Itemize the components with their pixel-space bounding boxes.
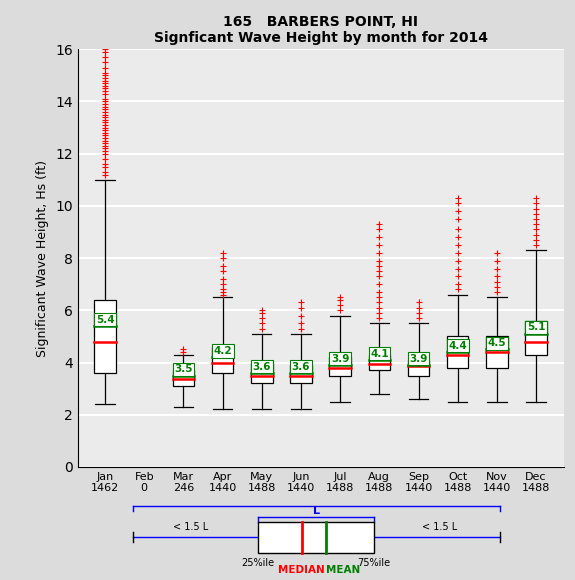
Text: 5.4: 5.4 [96,315,114,325]
Text: 4.2: 4.2 [213,346,232,356]
Text: 4.1: 4.1 [370,349,389,358]
Text: < 1.5 L: < 1.5 L [173,521,208,531]
Y-axis label: Significant Wave Height, Hs (ft): Significant Wave Height, Hs (ft) [36,160,49,357]
Bar [526,321,547,354]
Bar [94,300,116,373]
Text: < 1.5 L: < 1.5 L [422,521,457,531]
Text: 3.9: 3.9 [331,354,350,364]
Bar [290,365,312,383]
Bar [258,522,374,553]
Bar [172,370,194,386]
Text: MEDIAN: MEDIAN [278,566,325,575]
Text: 3.5: 3.5 [174,364,193,374]
Text: 3.6: 3.6 [292,362,310,372]
Bar [486,336,508,368]
Text: 4.4: 4.4 [448,341,467,351]
Text: L: L [313,506,320,516]
Text: 3.9: 3.9 [409,354,428,364]
Text: 25%ile: 25%ile [242,558,275,568]
Bar [408,360,430,376]
Text: 3.6: 3.6 [252,362,271,372]
Text: 4.5: 4.5 [488,338,507,348]
Bar [447,336,469,368]
Text: 75%ile: 75%ile [358,558,391,568]
Bar [369,354,390,370]
Title: 165   BARBERS POINT, HI
Signficant Wave Height by month for 2014: 165 BARBERS POINT, HI Signficant Wave He… [154,15,488,45]
Bar [329,357,351,376]
Bar [212,347,233,373]
Text: MEAN: MEAN [326,566,360,575]
Text: 5.1: 5.1 [527,322,545,332]
Bar [251,362,273,383]
